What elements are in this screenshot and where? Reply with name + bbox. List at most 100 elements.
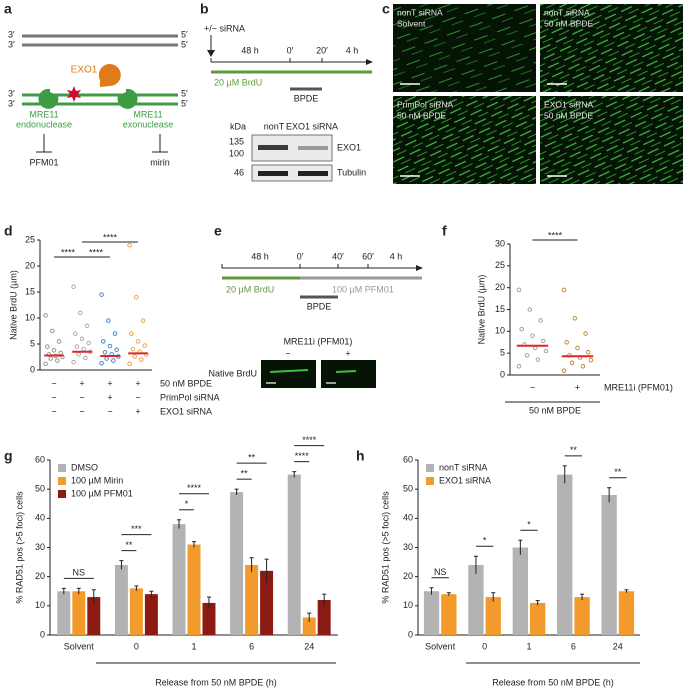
nuclease-icon xyxy=(38,88,59,109)
data-point xyxy=(569,360,575,366)
y-tick-label: 50 xyxy=(35,484,45,494)
image-label: nonT siRNA xyxy=(544,7,590,17)
band-label: EXO1 xyxy=(337,142,361,152)
data-point xyxy=(104,356,109,361)
y-tick-label: 30 xyxy=(495,238,505,248)
y-tick-label: 0 xyxy=(500,369,505,379)
condition-sign: + xyxy=(135,406,140,416)
significance-label: ** xyxy=(614,467,622,477)
data-point xyxy=(83,355,88,361)
y-tick-label: 20 xyxy=(35,571,45,581)
x-axis-title: Release from 50 nM BPDE (h) xyxy=(155,677,277,687)
arrow-head xyxy=(416,265,423,271)
inhibitor-label: mirin xyxy=(150,157,170,167)
time-label: 60′ xyxy=(362,251,374,261)
condition-sign: − xyxy=(79,406,84,416)
y-tick-label: 20 xyxy=(403,571,413,581)
image-label: 50 nM BPDE xyxy=(397,110,446,120)
condition-sign: + xyxy=(135,378,140,388)
kda-label: kDa xyxy=(230,121,246,131)
y-tick-label: 30 xyxy=(403,542,413,552)
time-label: 0′ xyxy=(287,45,294,55)
x-tick-label: 6 xyxy=(571,641,576,651)
bar xyxy=(287,474,301,635)
data-point xyxy=(73,331,78,336)
x-axis-title: Release from 50 nM BPDE (h) xyxy=(492,677,614,687)
panel-label: e xyxy=(214,223,222,239)
micrograph xyxy=(393,4,536,92)
band xyxy=(298,171,328,176)
bar xyxy=(574,597,590,635)
bar xyxy=(557,474,573,635)
data-point xyxy=(572,315,578,321)
significance-label: **** xyxy=(187,483,202,493)
treatment-label: 50 nM BPDE xyxy=(529,405,581,415)
row-label: Native BrdU xyxy=(208,368,257,378)
band xyxy=(258,171,288,176)
bar xyxy=(317,600,331,635)
strand-end: 3′ xyxy=(8,88,15,98)
panel-label: f xyxy=(442,223,447,239)
panel-b: +/− siRNA 48 h 0′ 20′ 4 h 20 µM BrdU BPD… xyxy=(204,23,373,182)
y-tick-label: 5 xyxy=(30,338,35,348)
data-point xyxy=(135,339,141,344)
time-label: 4 h xyxy=(390,251,403,261)
strand-end: 3′ xyxy=(8,98,15,108)
panel-e: 48 h 0′ 40′ 60′ 4 h 20 µM BrdU 100 µM PF… xyxy=(208,251,423,388)
condition-label: PrimPol siRNA xyxy=(160,392,220,402)
data-point xyxy=(107,343,113,349)
data-point xyxy=(51,347,57,353)
y-tick-label: 15 xyxy=(25,286,35,296)
data-point xyxy=(130,346,136,352)
data-point xyxy=(71,284,76,290)
bar xyxy=(423,591,440,635)
bar xyxy=(87,597,101,635)
data-point xyxy=(50,328,55,334)
sign-label: − xyxy=(285,348,290,358)
y-tick-label: 30 xyxy=(35,542,45,552)
marker-label: 46 xyxy=(234,167,244,177)
data-point xyxy=(114,347,119,352)
data-point xyxy=(134,294,139,300)
data-point xyxy=(588,357,594,363)
data-point xyxy=(101,339,106,344)
bar xyxy=(441,594,457,635)
fiber xyxy=(269,369,309,373)
condition-sign: − xyxy=(51,406,56,416)
x-tick-label: 6 xyxy=(249,641,254,651)
y-tick-label: 0 xyxy=(30,364,35,374)
bar xyxy=(202,602,216,635)
data-point xyxy=(78,310,83,316)
condition-label: MRE11i (PFM01) xyxy=(604,382,673,392)
band-label: Tubulin xyxy=(337,167,366,177)
band xyxy=(298,146,328,150)
data-point xyxy=(530,333,535,338)
image-label: 50 nM BPDE xyxy=(544,110,593,120)
data-point xyxy=(55,358,60,363)
y-tick-label: 20 xyxy=(495,282,505,292)
data-point xyxy=(48,356,53,361)
legend-swatch xyxy=(426,464,434,472)
condition-sign: + xyxy=(575,382,580,392)
data-point xyxy=(86,340,91,346)
bar xyxy=(129,588,143,635)
data-point xyxy=(586,350,591,355)
y-tick-label: 10 xyxy=(403,600,413,610)
enzyme-label: MRE11 xyxy=(29,109,58,119)
y-tick-label: 10 xyxy=(495,326,505,336)
data-point xyxy=(516,287,522,293)
bar xyxy=(485,597,501,635)
data-point xyxy=(99,292,104,297)
condition-sign: − xyxy=(530,382,535,392)
panel-label: h xyxy=(356,448,365,464)
significance-label: ** xyxy=(248,453,256,463)
data-point xyxy=(142,343,147,348)
image-label: PrimPol siRNA xyxy=(397,99,454,109)
data-point xyxy=(58,350,63,356)
inhibitor-label: PFM01 xyxy=(29,157,58,167)
panel-c: nonT siRNA Solvent nonT siRNA 50 nM BPDE… xyxy=(393,4,683,184)
time-label: 20′ xyxy=(316,45,328,55)
data-point xyxy=(524,353,530,358)
bar xyxy=(114,565,128,635)
